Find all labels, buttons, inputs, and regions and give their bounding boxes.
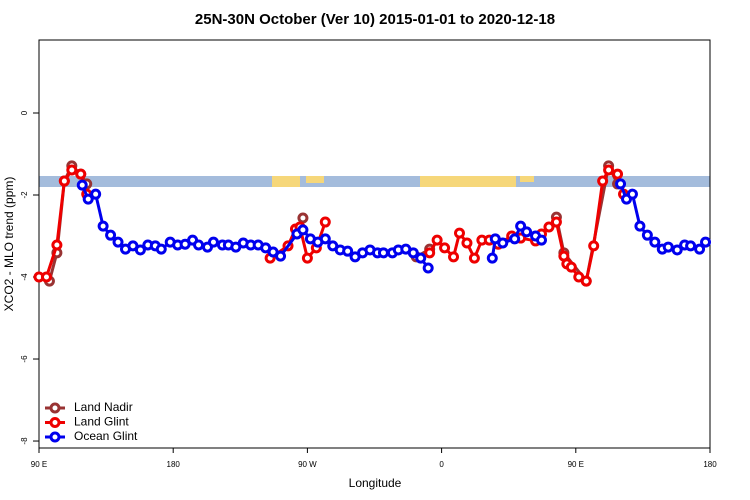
data-point (615, 178, 627, 190)
x-tick-label: 90 E (31, 460, 47, 469)
legend-swatch-point (49, 417, 61, 428)
data-point (207, 236, 219, 248)
y-axis-label: XCO2 - MLO trend (ppm) (2, 177, 16, 312)
data-point (685, 240, 697, 252)
y-tick-label: -6 (20, 355, 29, 363)
data-point (588, 240, 600, 252)
x-tick-label: 180 (703, 460, 717, 469)
data-point (415, 252, 427, 264)
data-point (543, 221, 555, 233)
data-point (453, 227, 465, 239)
data-point (66, 164, 78, 176)
data-point (694, 243, 706, 255)
land-strip (520, 176, 534, 182)
y-tick-label: -2 (20, 191, 29, 199)
data-point (319, 233, 331, 245)
data-point (51, 239, 63, 251)
x-tick-label: 0 (439, 460, 444, 469)
legend-swatch-point (49, 402, 61, 414)
data-point (448, 251, 460, 263)
land-mask-strip (39, 176, 710, 187)
data-point (134, 244, 146, 256)
data-point (565, 261, 577, 273)
x-tick-label: 180 (167, 460, 181, 469)
legend-label: Land Nadir (74, 400, 133, 414)
y-tick-label: 0 (20, 110, 29, 115)
legend-label: Land Glint (74, 415, 129, 429)
data-point (275, 250, 287, 262)
series (76, 178, 712, 274)
data-point (634, 220, 646, 232)
legend-swatch-point (49, 431, 61, 443)
data-point (641, 229, 653, 241)
legend-label: Ocean Glint (74, 429, 138, 443)
data-point (536, 234, 548, 246)
data-point (75, 168, 87, 180)
data-point (40, 271, 52, 283)
data-point (319, 216, 331, 228)
data-point (112, 236, 124, 248)
x-tick-label: 90 W (298, 460, 317, 469)
data-point (431, 234, 443, 246)
data-point (597, 175, 609, 187)
data-point (105, 229, 117, 241)
data-point (422, 262, 434, 274)
data-point (497, 237, 509, 249)
data-point (342, 245, 354, 257)
data-point (486, 252, 498, 264)
data-point (377, 247, 389, 259)
land-strip (272, 176, 300, 187)
data-point (580, 275, 592, 287)
data-point (155, 243, 167, 255)
land-strip (306, 176, 324, 183)
data-point (521, 226, 533, 238)
data-point (662, 241, 674, 253)
y-tick-label: -4 (20, 273, 29, 281)
data-point (97, 220, 109, 232)
data-point (649, 236, 661, 248)
data-point (297, 212, 309, 224)
land-strip (420, 176, 516, 187)
series (33, 164, 630, 287)
data-point (509, 233, 521, 245)
data-point (671, 244, 683, 256)
data-point (468, 252, 480, 264)
data-point (424, 247, 436, 259)
data-point (90, 188, 102, 200)
data-point (550, 216, 562, 228)
data-point (76, 179, 88, 191)
data-point (439, 242, 451, 254)
data-point (193, 239, 205, 251)
data-point (700, 236, 712, 248)
data-point (297, 224, 309, 236)
data-point (612, 168, 624, 180)
x-axis-label: Longitude (349, 476, 402, 490)
data-point (461, 237, 473, 249)
chart-title: 25N-30N October (Ver 10) 2015-01-01 to 2… (195, 11, 555, 28)
data-point (603, 164, 615, 176)
data-point (58, 175, 70, 187)
data-point (626, 188, 638, 200)
x-tick-label: 90 E (568, 460, 584, 469)
data-point (301, 252, 313, 264)
y-tick-label: -8 (20, 437, 29, 445)
ocean-strip (39, 176, 710, 187)
data-point (407, 247, 419, 259)
data-point (82, 193, 94, 205)
